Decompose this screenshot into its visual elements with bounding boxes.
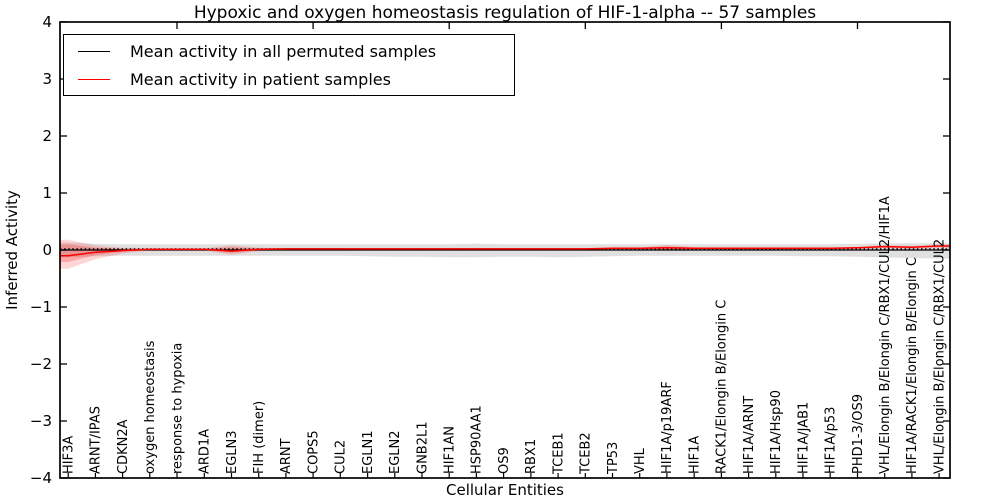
x-category-label: EGLN2: [388, 430, 403, 474]
x-category-label: CDKN2A: [116, 419, 131, 474]
x-category-label: ARNT/IPAS: [89, 406, 104, 474]
y-tick-label: −2: [30, 355, 52, 373]
x-category-label: ARNT: [279, 438, 294, 474]
x-category-label: OS9: [497, 447, 512, 474]
x-category-label: TCEB2: [579, 432, 594, 475]
x-category-label: HIF3A: [61, 436, 76, 474]
y-tick-label: −4: [30, 469, 52, 487]
x-category-label: RBX1: [524, 439, 539, 474]
legend-label-permuted: Mean activity in all permuted samples: [130, 41, 437, 61]
x-category-label: CUL2: [334, 440, 349, 474]
x-category-label: VHL: [633, 447, 648, 474]
legend-label-patient: Mean activity in patient samples: [130, 69, 391, 89]
x-category-label: HIF1A/ARNT: [742, 396, 757, 474]
y-tick-label: 1: [42, 184, 52, 202]
x-category-label: HIF1A: [687, 436, 702, 474]
y-tick-label: 3: [42, 70, 52, 88]
x-category-label: oxygen homeostasis: [143, 340, 158, 474]
legend-entry-permuted: Mean activity in all permuted samples: [64, 37, 514, 65]
x-category-label: EGLN1: [361, 430, 376, 474]
x-category-label: ARD1A: [198, 429, 213, 474]
x-category-label: VHL/Elongin B/Elongin C/RBX1/CUL2/HIF1A: [878, 196, 893, 474]
x-category-label: HIF1A/RACK1/Elongin B/Elongin C: [905, 257, 920, 474]
x-category-label: EGLN3: [225, 430, 240, 474]
x-category-label: VHL/Elongin B/Elongin C/RBX1/CUL2: [932, 239, 947, 474]
x-category-label: HIF1A/Hsp90: [769, 390, 784, 474]
legend: Mean activity in all permuted samples Me…: [63, 34, 515, 96]
x-category-label: PHD1-3/OS9: [851, 394, 866, 474]
x-category-label: HIF1A/p53: [823, 407, 838, 474]
patient-line-swatch: [78, 78, 110, 80]
x-axis-title: Cellular Entities: [446, 481, 564, 499]
y-tick-label: −3: [30, 412, 52, 430]
y-tick-label: 0: [42, 241, 52, 259]
chart-title: Hypoxic and oxygen homeostasis regulatio…: [193, 3, 817, 23]
x-category-label: COPS5: [306, 430, 321, 474]
x-category-label: TCEB1: [551, 432, 566, 475]
permuted-line-swatch: [78, 50, 110, 52]
y-axis-title: Inferred Activity: [3, 190, 21, 310]
patient-mean-line: [60, 245, 950, 257]
x-category-label: FIH (dimer): [252, 401, 267, 474]
y-tick-label: 2: [42, 127, 52, 145]
x-category-label: GNB2L1: [415, 421, 430, 474]
y-tick-label: −1: [30, 298, 52, 316]
legend-entry-patient: Mean activity in patient samples: [64, 65, 514, 93]
x-category-label: response to hypoxia: [170, 343, 185, 474]
x-category-label: HIF1A/JAB1: [796, 402, 811, 474]
x-category-label: HIF1AN: [442, 426, 457, 474]
x-category-label: TP53: [606, 442, 621, 475]
x-category-label: HSP90AA1: [470, 405, 485, 474]
y-tick-label: 4: [42, 13, 52, 31]
x-category-label: HIF1A/p19ARF: [660, 381, 675, 474]
x-category-label: RACK1/Elongin B/Elongin C: [715, 300, 730, 474]
